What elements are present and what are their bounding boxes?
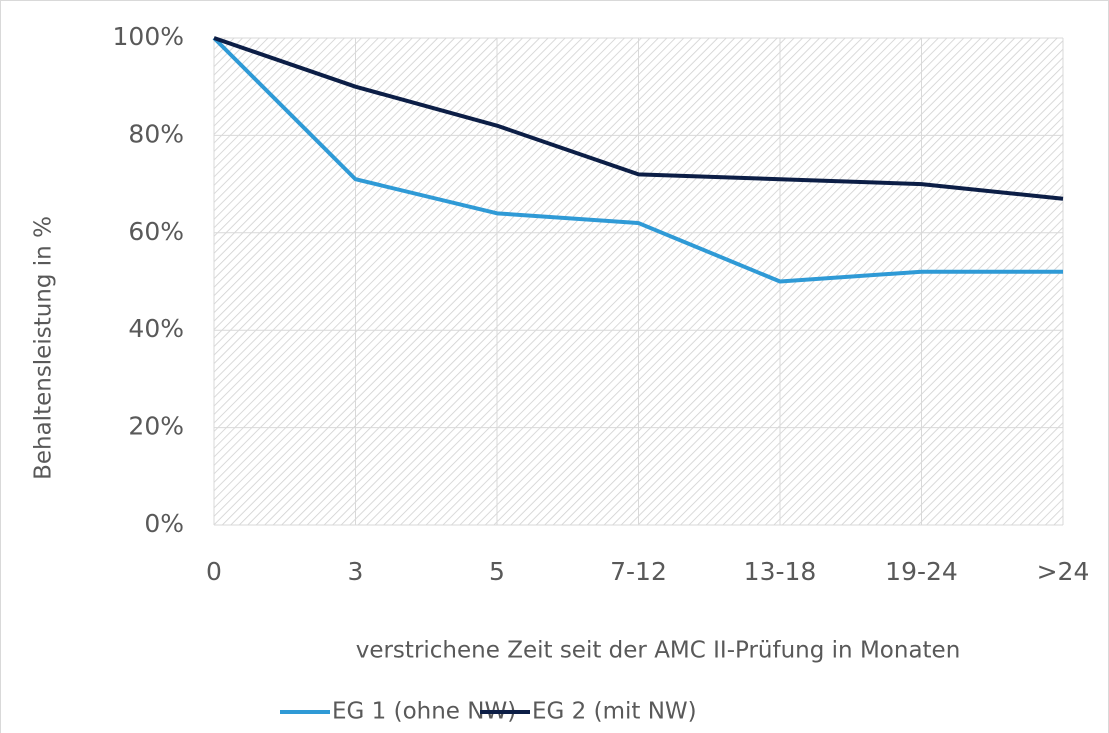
- legend-label: EG 2 (mit NW): [532, 699, 697, 725]
- x-axis-title: verstrichene Zeit seit der AMC II-Prüfun…: [356, 638, 961, 664]
- x-tick-label: 7-12: [610, 557, 667, 586]
- y-tick-label: 100%: [113, 22, 184, 51]
- line-series: [212, 36, 1063, 284]
- y-axis-title: Behaltensleistung in %: [31, 216, 57, 480]
- line-series: [213, 36, 1064, 201]
- x-tick-label: 13-18: [744, 557, 817, 586]
- y-tick-label: 80%: [128, 119, 184, 148]
- y-tick-label: 60%: [128, 217, 184, 246]
- y-tick-label: 20%: [128, 412, 184, 441]
- y-tick-label: 0%: [144, 509, 184, 538]
- x-tick-label: >24: [1037, 557, 1090, 586]
- x-tick-label: 0: [206, 557, 222, 586]
- y-tick-label: 40%: [128, 314, 184, 343]
- x-tick-label: 5: [489, 557, 505, 586]
- x-tick-label: 3: [348, 557, 364, 586]
- x-tick-label: 19-24: [885, 557, 958, 586]
